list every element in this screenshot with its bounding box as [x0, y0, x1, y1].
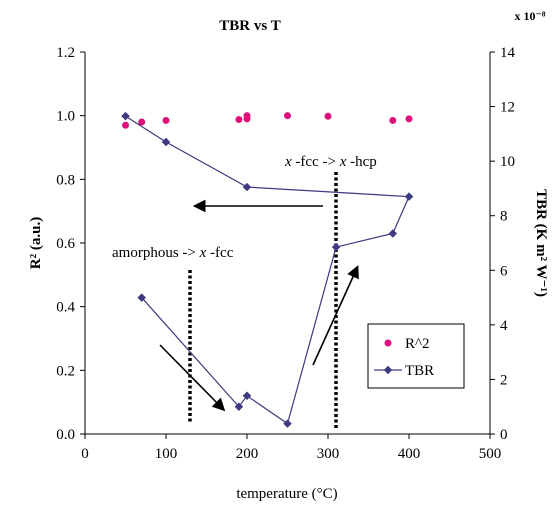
x-tick-label: 500 [479, 446, 502, 462]
y-right-axis-title: TBR (K m² W⁻¹) [533, 189, 549, 297]
x-tick-label: 400 [398, 446, 421, 462]
y-left-tick-label: 0.6 [56, 236, 75, 252]
y-left-tick-label: 1.0 [56, 109, 75, 125]
y-right-tick-label: 0 [500, 427, 508, 443]
y-right-tick-label: 8 [500, 209, 508, 225]
r2-point [138, 118, 146, 126]
r2-point [162, 116, 170, 124]
tbr-point [404, 192, 414, 201]
r2-point [284, 112, 291, 120]
x-tick-label: 100 [155, 446, 178, 462]
r2-point [243, 112, 251, 120]
y-left-ticks: 0.0 0.2 0.4 0.6 0.8 1.0 1.2 [56, 45, 85, 443]
y-left-tick-label: 0.0 [56, 427, 75, 443]
annotation-fcc-hcp-end: -hcp [346, 154, 376, 170]
x-tick-label: 200 [236, 446, 259, 462]
tbr-point [161, 137, 171, 147]
annotation-fcc-hcp-italic-1: x [284, 154, 292, 170]
y-left-tick-label: 0.2 [56, 363, 75, 379]
y-left-tick-label: 1.2 [56, 45, 75, 61]
y-right-tick-label: 14 [500, 45, 516, 61]
tbr-point [234, 402, 244, 411]
legend-r2-marker [384, 339, 392, 347]
chart-title: TBR vs T [219, 18, 280, 34]
r2-point [405, 115, 413, 123]
tbr-point [121, 111, 130, 121]
y-left-tick-label: 0.8 [56, 172, 75, 188]
annotation-fcc-hcp-italic-2: x [339, 154, 347, 170]
annotation-amorphous-fcc-prefix: amorphous -> [112, 245, 200, 261]
x-tick-label: 0 [81, 446, 89, 462]
legend-tbr-marker [383, 365, 393, 375]
x-tick-label: 300 [317, 446, 340, 462]
y-right-tick-label: 12 [500, 100, 515, 116]
annotation-amorphous-fcc-italic: x [199, 245, 207, 261]
arrow-up-heating [312, 265, 359, 366]
annotation-amorphous-fcc-suffix: -fcc [206, 245, 233, 261]
legend-tbr-label: TBR [405, 363, 434, 379]
tbr-point [242, 391, 252, 401]
x-ticks: 0 100 200 300 400 500 [81, 434, 501, 462]
y-left-axis-title: R² (a.u.) [28, 217, 44, 269]
annotation-fcc-hcp: x -fcc -> x -hcp [284, 154, 377, 170]
y-right-tick-label: 2 [500, 372, 508, 388]
y-left-tick-label: 0.4 [56, 300, 75, 316]
r2-series [122, 112, 413, 129]
legend-r2-label: R^2 [405, 336, 430, 352]
tbr-point [283, 419, 292, 428]
tbr-line [125, 115, 410, 425]
arrow-down-cooling [159, 344, 226, 412]
legend-box [367, 323, 465, 389]
tbr-point [242, 182, 252, 192]
y-right-tick-label: 6 [500, 263, 508, 279]
tbr-point [137, 293, 146, 302]
tbr-series [121, 111, 414, 428]
right-axis-multiplier: x 10⁻⁸ [515, 9, 546, 23]
legend: R^2 TBR [367, 323, 465, 389]
y-right-tick-label: 10 [500, 154, 515, 170]
y-right-ticks: 0 2 4 6 8 10 12 14 [490, 45, 516, 443]
tbr-point [388, 229, 398, 238]
x-axis-title: temperature (°C) [236, 486, 337, 502]
tbr-point [331, 242, 341, 252]
r2-point [235, 115, 243, 123]
r2-point [324, 112, 332, 120]
y-right-tick-label: 4 [500, 318, 508, 334]
r2-point [122, 121, 129, 129]
annotation-fcc-hcp-mid: -fcc -> [292, 154, 340, 170]
annotation-amorphous-fcc: amorphous -> x -fcc [112, 245, 234, 261]
r2-point [389, 116, 397, 124]
